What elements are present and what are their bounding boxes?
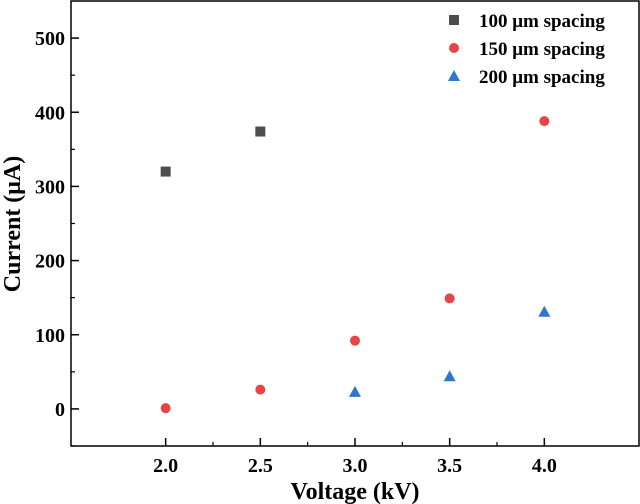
legend-marker xyxy=(449,43,459,53)
x-tick-label: 3.5 xyxy=(437,455,462,477)
data-point xyxy=(160,166,171,177)
data-point xyxy=(444,293,455,304)
y-tick-label: 300 xyxy=(35,176,65,198)
y-tick-label: 200 xyxy=(35,251,65,273)
series-1 xyxy=(160,126,266,177)
x-tick-label: 3.0 xyxy=(343,455,368,477)
y-tick-label: 0 xyxy=(55,399,65,421)
x-tick-label: 2.0 xyxy=(153,455,178,477)
data-point xyxy=(255,384,266,395)
y-tick-label: 100 xyxy=(35,325,65,347)
data-point xyxy=(350,335,360,346)
legend-item: 150 μm spacing xyxy=(449,39,605,60)
data-point xyxy=(160,403,171,414)
data-point xyxy=(538,305,551,317)
data-points xyxy=(160,116,551,414)
y-tick-label: 400 xyxy=(35,102,65,124)
y-axis-title: Current (μA) xyxy=(0,156,26,292)
axis-ticks: 2.0 2.5 3.0 3.5 4.0 0 100 200 300 400 500 xyxy=(35,28,557,477)
legend-item: 200 μm spacing xyxy=(448,67,605,88)
data-point xyxy=(443,370,456,382)
data-point xyxy=(255,126,266,137)
legend-label: 100 μm spacing xyxy=(479,11,605,32)
y-tick-label: 500 xyxy=(35,28,65,50)
legend-item: 100 μm spacing xyxy=(449,11,605,32)
data-point xyxy=(349,385,361,397)
data-point xyxy=(539,116,550,127)
legend: 100 μm spacing 150 μm spacing 200 μm spaci… xyxy=(448,11,605,88)
legend-label: 150 μm spacing xyxy=(479,39,605,60)
x-tick-label: 4.0 xyxy=(532,455,557,477)
legend-marker xyxy=(448,70,460,81)
legend-marker xyxy=(449,15,459,25)
series-3 xyxy=(349,305,551,397)
x-axis-title: Voltage (kV) xyxy=(290,479,419,504)
series-2 xyxy=(160,116,550,414)
legend-label: 200 μm spacing xyxy=(479,67,605,88)
x-tick-label: 2.5 xyxy=(248,455,273,477)
